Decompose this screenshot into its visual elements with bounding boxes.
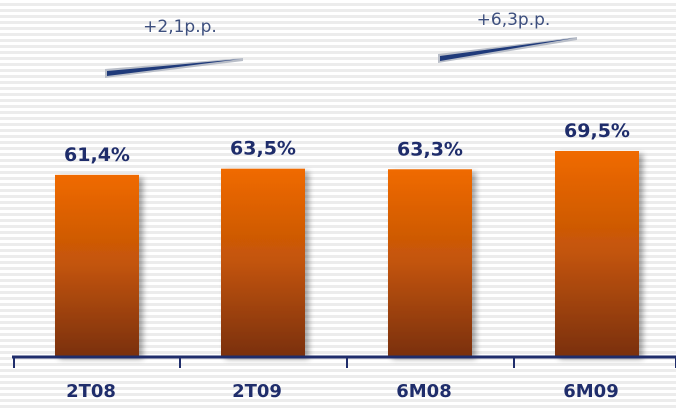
bar-value-label: 61,4%: [64, 144, 130, 166]
bar-6m09: [555, 150, 639, 356]
bar-2t08: [55, 174, 139, 356]
bar-value-label: 69,5%: [564, 120, 630, 142]
bars-layer: 61,4% 63,5% 63,3% 69,5%: [55, 120, 639, 356]
delta-annotation: +2,1p.p.: [105, 17, 243, 78]
bar-value-label: 63,3%: [397, 138, 463, 160]
delta-label: +2,1p.p.: [143, 17, 217, 37]
bar-value-label: 63,5%: [230, 138, 296, 160]
bar-6m08: [388, 169, 472, 356]
x-tick-label: 2T09: [232, 381, 282, 402]
delta-arrow: [440, 38, 575, 61]
delta-label: +6,3p.p.: [477, 10, 551, 30]
bar-2t09: [221, 168, 305, 356]
x-tick-label: 2T08: [66, 381, 116, 402]
x-axis: 2T08 2T09 6M08 6M09: [12, 355, 676, 402]
delta-annotation: +6,3p.p.: [438, 10, 577, 63]
annotations-layer: +2,1p.p. +6,3p.p.: [105, 10, 577, 78]
x-tick-label: 6M08: [396, 381, 452, 402]
delta-arrow: [107, 59, 241, 76]
x-tick-label: 6M09: [563, 381, 619, 402]
